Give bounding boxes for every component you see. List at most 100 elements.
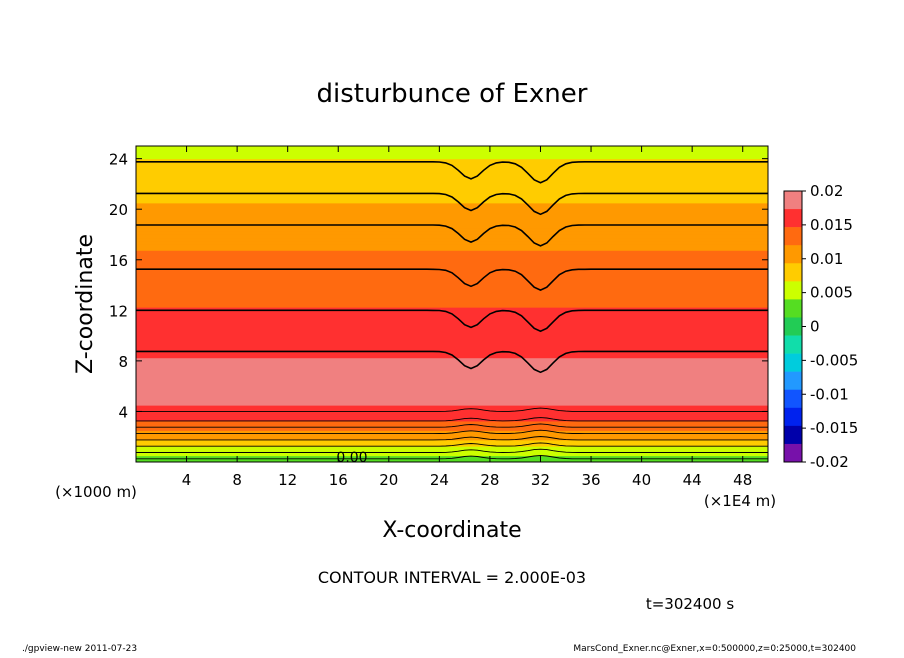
- color-band: [136, 146, 768, 150]
- color-band: [136, 300, 768, 305]
- color-band: [136, 366, 768, 371]
- colorbar-swatch: [784, 407, 802, 427]
- colorbar-swatch: [784, 191, 802, 210]
- colorbar-swatch: [784, 281, 802, 300]
- color-band: [136, 158, 768, 163]
- x-tick-label: 40: [632, 471, 651, 489]
- colorbar-label: 0.005: [810, 284, 853, 302]
- color-band: [136, 303, 768, 308]
- contour-line: [136, 448, 768, 453]
- colorbar-swatch: [784, 263, 802, 282]
- color-band: [136, 243, 768, 248]
- color-band: [136, 297, 768, 302]
- colorbar-label: 0.01: [810, 250, 843, 268]
- color-band: [136, 268, 768, 273]
- color-band: [136, 439, 768, 444]
- colorbar-swatch: [784, 443, 802, 463]
- colorbar-swatch: [784, 227, 802, 246]
- contour-line: [136, 192, 768, 216]
- color-band: [136, 445, 768, 450]
- color-band: [136, 218, 768, 223]
- contour-line: [136, 429, 768, 435]
- color-band: [136, 199, 768, 204]
- colorbar-swatch: [784, 371, 802, 391]
- x-tick-label: 20: [379, 471, 398, 489]
- footer-right: MarsCond_Exner.nc@Exner,x=0:500000,z=0:2…: [573, 644, 856, 654]
- color-band: [136, 395, 768, 400]
- color-band: [136, 183, 768, 188]
- colorbar-label: 0.02: [810, 182, 843, 200]
- contour-line: [136, 423, 768, 428]
- color-band: [136, 325, 768, 330]
- contour-interval-text: CONTOUR INTERVAL = 2.000E-03: [318, 568, 586, 587]
- x-tick-label: 8: [232, 471, 242, 489]
- color-band: [136, 230, 768, 235]
- color-band: [136, 252, 768, 258]
- color-band: [136, 312, 768, 318]
- colorbar-swatch: [784, 425, 802, 445]
- color-band: [136, 436, 768, 441]
- y-tick-label: 8: [118, 353, 128, 371]
- color-band: [136, 344, 768, 349]
- color-band: [136, 322, 768, 327]
- color-band: [136, 202, 768, 207]
- color-band: [136, 259, 768, 264]
- color-band: [136, 154, 768, 160]
- color-band: [136, 401, 768, 406]
- color-band: [136, 287, 768, 292]
- color-band: [136, 319, 768, 324]
- color-band: [136, 360, 768, 365]
- color-band: [136, 224, 768, 229]
- footer-left: ./gpview-new 2011-07-23: [22, 644, 137, 654]
- color-band: [136, 379, 768, 384]
- color-band: [136, 148, 768, 153]
- color-band: [136, 452, 768, 457]
- color-band: [136, 391, 768, 397]
- x-tick-label: 28: [480, 471, 499, 489]
- color-band: [136, 354, 768, 359]
- contour-lines: [136, 161, 768, 460]
- color-band: [136, 275, 768, 280]
- color-band: [136, 331, 768, 337]
- contour-line: [136, 407, 768, 412]
- y-tick-label: 4: [118, 403, 128, 421]
- color-band: [136, 221, 768, 226]
- color-band: [136, 265, 768, 270]
- color-band: [136, 240, 768, 245]
- colorbar-swatch: [784, 317, 802, 336]
- color-band: [136, 347, 768, 352]
- plot-area: [136, 146, 768, 462]
- y-axis-label: Z-coordinate: [73, 234, 98, 374]
- color-band: [136, 271, 768, 277]
- color-band: [136, 338, 768, 343]
- x-tick-label: 24: [430, 471, 449, 489]
- color-band: [136, 196, 768, 201]
- x-tick-label: 16: [329, 471, 348, 489]
- color-band: [136, 186, 768, 191]
- color-band: [136, 256, 768, 261]
- color-band: [136, 278, 768, 283]
- x-tick-label: 44: [683, 471, 702, 489]
- colorbar-label: 0: [810, 318, 820, 336]
- color-bands: [136, 146, 768, 462]
- colorbar-swatch: [784, 245, 802, 264]
- color-band: [136, 420, 768, 425]
- x-tick-label: 12: [278, 471, 297, 489]
- color-band: [136, 167, 768, 172]
- color-band: [136, 407, 768, 412]
- colorbar-label: 0.015: [810, 216, 853, 234]
- x-tick-label: 48: [733, 471, 752, 489]
- color-band: [136, 341, 768, 346]
- contour-line: [136, 455, 768, 460]
- color-band: [136, 215, 768, 220]
- color-band: [136, 417, 768, 422]
- color-band: [136, 442, 768, 447]
- x-tick-label: 36: [581, 471, 600, 489]
- x-tick-label: 4: [182, 471, 192, 489]
- contour-line: [136, 417, 768, 422]
- x-axis-label: X-coordinate: [382, 518, 521, 543]
- x-tick-label: 32: [531, 471, 550, 489]
- contour-line: [136, 161, 768, 184]
- plot-frame: [135, 145, 769, 463]
